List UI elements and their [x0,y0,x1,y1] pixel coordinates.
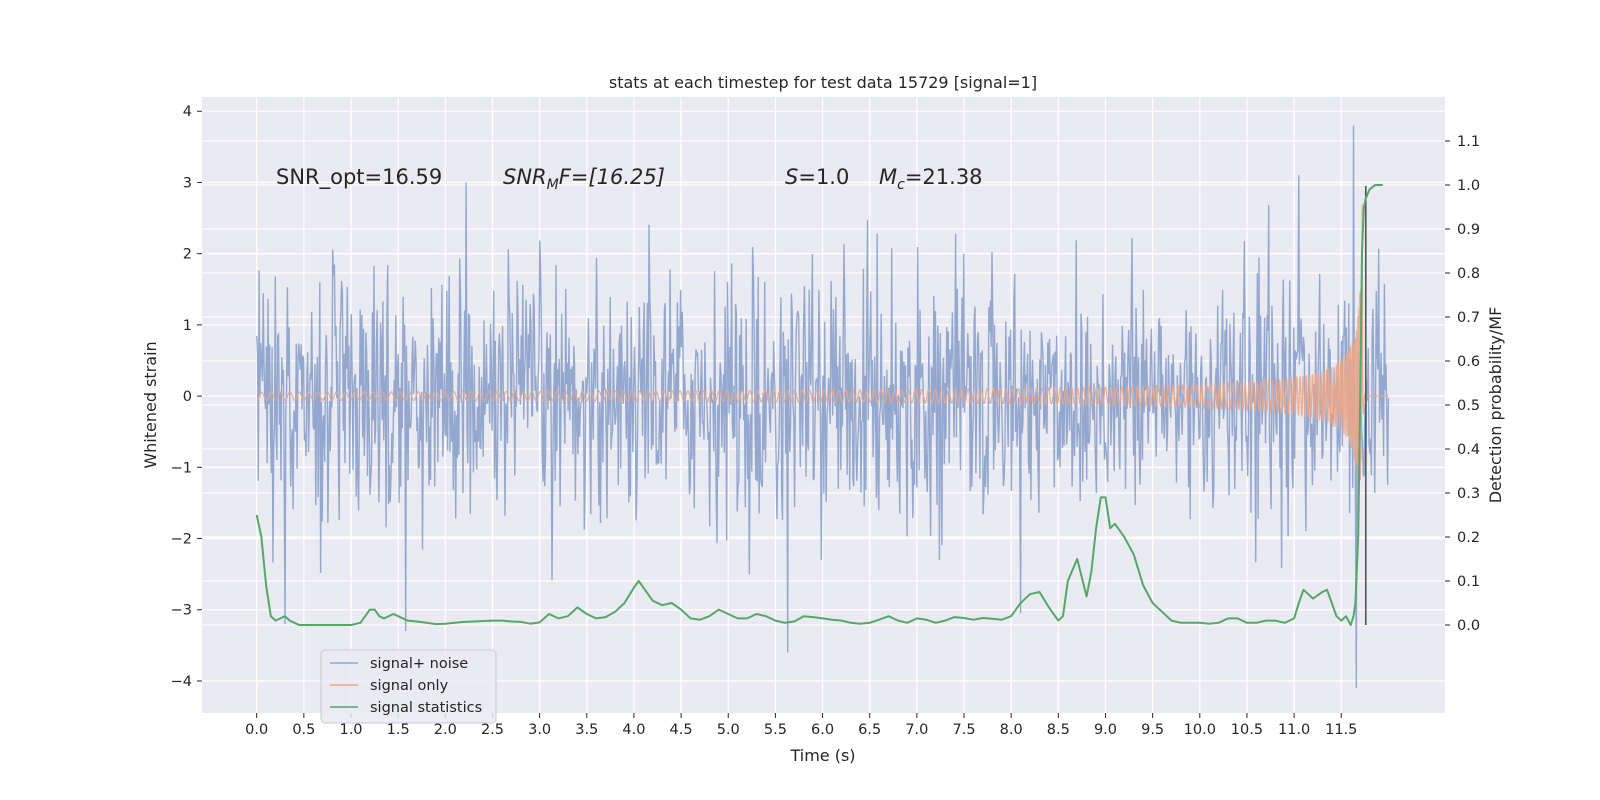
y-tick-label: −2 [171,532,192,548]
x-tick-label: 1.0 [339,722,362,738]
x-tick-label: 0.0 [245,722,268,738]
x-tick-label: 5.0 [717,722,740,738]
x-tick-label: 8.5 [1047,722,1070,738]
chart-title: stats at each timestep for test data 157… [609,73,1037,92]
x-tick-label: 3.5 [575,722,598,738]
annotation-snr-opt: SNR_opt=16.59 [276,165,442,190]
y-right-tick-label: 1.1 [1457,134,1480,150]
y-tick-label: −1 [171,460,192,476]
annotation-snr-mf: SNRMF=[16.25] [503,165,665,193]
annotation-snr-mf-sub: M [547,177,559,193]
x-tick-label: 10.0 [1184,722,1216,738]
y-right-tick-label: 0.4 [1457,442,1480,458]
x-tick-label: 6.5 [858,722,881,738]
y-right-tick-label: 0.7 [1457,310,1480,326]
y-right-tick-label: 0.6 [1457,354,1480,370]
annotation-snr-mf-rest: F=[16.25] [559,165,665,189]
x-tick-label: 11.5 [1325,722,1357,738]
x-tick-label: 7.5 [952,722,975,738]
y-right-tick-label: 0.0 [1457,618,1480,634]
signal-only-series [256,204,1389,484]
y-tick-label: −3 [171,603,192,619]
x-tick-label: 8.0 [1000,722,1023,738]
y-right-tick-label: 0.3 [1457,486,1480,502]
x-tick-label: 2.5 [481,722,504,738]
y-right-tick-label: 1.0 [1457,178,1480,194]
x-tick-label: 9.0 [1094,722,1117,738]
y-right-tick-label: 0.1 [1457,574,1480,590]
x-tick-label: 1.5 [387,722,410,738]
annotation-mc: Mc=21.38 [879,165,983,193]
annotation-s-rest: =1.0 [798,165,849,189]
x-tick-label: 3.0 [528,722,551,738]
x-tick-label: 2.0 [434,722,457,738]
axes: 0.0 0.5 1.0 1.5 2.0 2.5 3.0 3.5 4.0 4.5 5.0 5.5 6.0 6… [171,104,1480,738]
signal-only-line [256,204,1389,484]
y-right-tick-label: 0.2 [1457,530,1480,546]
x-tick-label: 4.5 [670,722,693,738]
x-tick-label: 10.5 [1231,722,1263,738]
annotation-s-main: S [785,165,798,189]
y-tick-label: 3 [183,175,192,191]
annotation-mc-sub: c [897,177,905,193]
annotation-mc-main: M [879,165,897,189]
signal-statistics-line [255,184,1383,626]
y-right-tick-label: 0.5 [1457,398,1480,414]
legend-label-signal-noise: signal+ noise [370,656,468,672]
x-tick-label: 6.0 [811,722,834,738]
signal-noise-line [256,125,1390,689]
x-tick-label: 7.0 [905,722,928,738]
x-tick-label: 0.5 [292,722,315,738]
annotation-s: S=1.0 [785,165,849,189]
y-tick-label: 1 [183,318,192,334]
y-right-tick-label: 0.8 [1457,266,1480,282]
y-tick-label: −4 [171,674,192,690]
x-axis-label: Time (s) [789,746,855,765]
y-right-tick-label: 0.9 [1457,222,1480,238]
annotation-mc-rest: =21.38 [905,165,983,189]
annotation-snr-mf-main: SNR [503,165,547,189]
y-tick-label: 4 [183,104,192,120]
y-axis-label: Whitened strain [141,341,160,468]
signal-statistics-series [255,184,1383,626]
grid-lines [202,97,1445,713]
x-tick-label: 4.0 [622,722,645,738]
legend-label-signal-only: signal only [370,678,449,694]
y-tick-label: 0 [183,389,192,405]
x-tick-label: 11.0 [1278,722,1310,738]
legend: signal+ noise signal only signal statist… [320,649,497,724]
x-tick-label: 5.5 [764,722,787,738]
legend-label-signal-statistics: signal statistics [370,700,482,716]
y-tick-label: 2 [183,247,192,263]
y-axis-right-label: Detection probability/MF [1486,307,1505,504]
signal-noise-series [256,125,1390,689]
legend-box [320,649,497,724]
x-tick-label: 9.5 [1141,722,1164,738]
